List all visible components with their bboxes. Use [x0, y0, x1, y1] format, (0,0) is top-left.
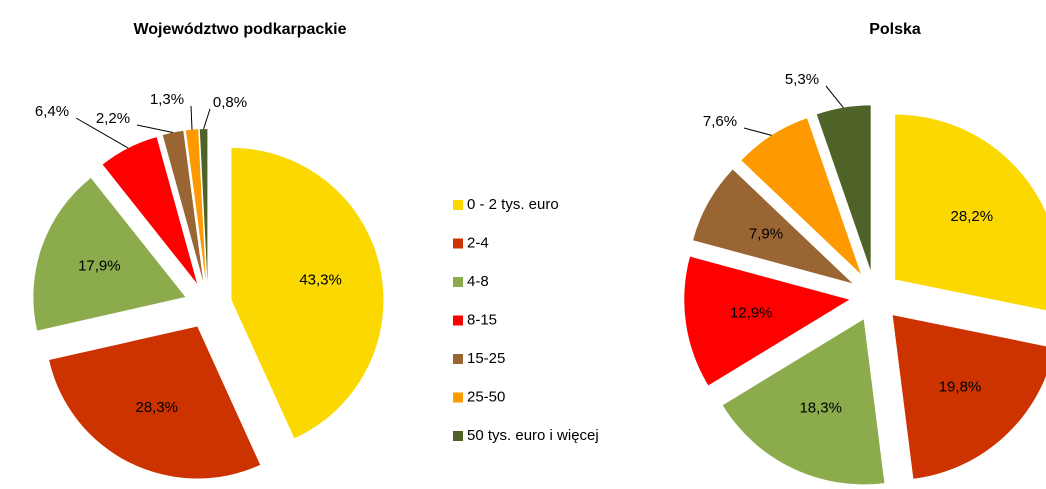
- data-label: 28,2%: [951, 208, 994, 225]
- pie-slice: [162, 130, 204, 282]
- legend-swatch: [453, 200, 463, 210]
- pie-slice: [722, 319, 885, 485]
- pie-slice: [693, 169, 853, 284]
- legend-swatch: [453, 277, 463, 287]
- legend-label: 2-4: [467, 234, 489, 251]
- pie-slice: [49, 326, 261, 479]
- legend-label: 25-50: [467, 388, 505, 405]
- legend-swatch: [453, 392, 463, 403]
- data-label: 0,8%: [213, 94, 247, 111]
- leader-line: [203, 108, 211, 130]
- data-label: 2,2%: [96, 110, 130, 127]
- data-label: 18,3%: [799, 400, 842, 417]
- leader-line: [825, 85, 844, 108]
- pie-slice: [895, 114, 1046, 311]
- legend-swatch: [453, 315, 463, 326]
- legend-label: 15-25: [467, 350, 505, 367]
- data-label: 43,3%: [299, 272, 342, 289]
- pie-slice: [684, 256, 850, 386]
- data-label: 17,9%: [78, 258, 121, 275]
- pie-slice: [185, 129, 206, 282]
- pie-slice: [816, 105, 871, 271]
- data-label: 28,3%: [135, 399, 178, 416]
- leader-line: [136, 124, 174, 134]
- pie-slice: [741, 118, 861, 275]
- pie-slice: [199, 129, 208, 282]
- legend-label: 0 - 2 tys. euro: [467, 196, 559, 213]
- data-label: 19,8%: [939, 379, 982, 396]
- pie-slice: [33, 177, 186, 331]
- leader-line: [75, 117, 129, 149]
- leader-line: [743, 127, 772, 136]
- data-label: 5,3%: [785, 71, 819, 88]
- data-label: 7,6%: [703, 113, 737, 130]
- legend-swatch: [453, 238, 463, 249]
- legend-label: 50 tys. euro i więcej: [467, 427, 599, 444]
- leader-line: [190, 105, 193, 130]
- data-label: 1,3%: [150, 91, 184, 108]
- pie-slice: [892, 315, 1046, 479]
- pie-slice: [102, 137, 198, 284]
- data-label: 7,9%: [749, 226, 783, 243]
- data-label: 12,9%: [730, 305, 773, 322]
- legend-swatch: [453, 354, 463, 364]
- legend-swatch: [453, 431, 463, 441]
- legend-label: 4-8: [467, 273, 489, 290]
- chart-title: Polska: [869, 21, 921, 38]
- legend-label: 8-15: [467, 311, 497, 328]
- chart-title: Województwo podkarpackie: [133, 21, 346, 38]
- pie-slice: [231, 147, 384, 439]
- data-label: 6,4%: [35, 103, 69, 120]
